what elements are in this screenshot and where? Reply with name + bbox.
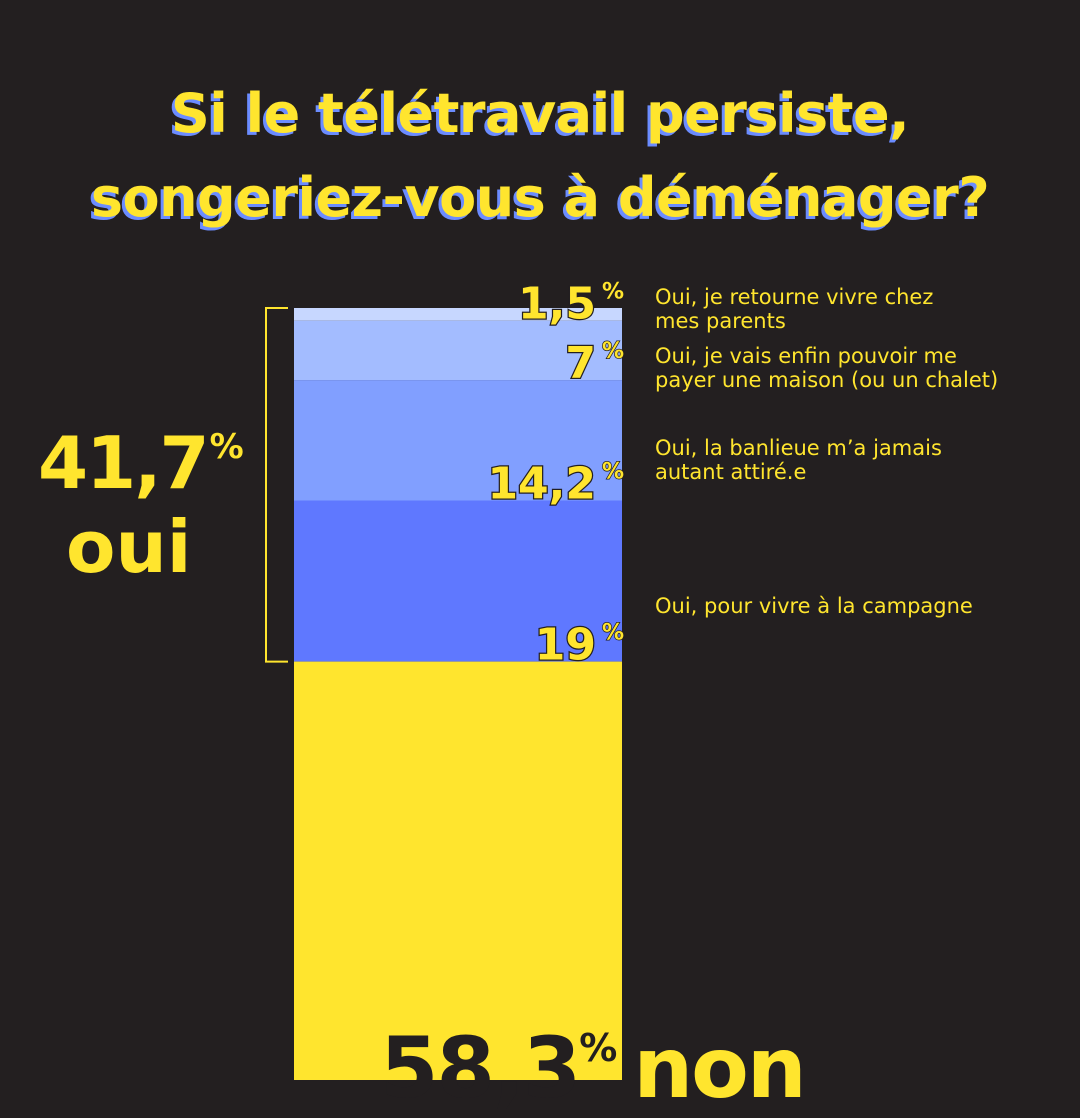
segment-label-parents: Oui, je retourne vivre chez mes parents	[655, 285, 934, 333]
segment-value-labels: 1,5 %7 %14,2 %19%	[486, 277, 625, 671]
segment-label-banlieue: Oui, la banlieue m’a jamais autant attiré…	[655, 436, 942, 484]
chart-title: Si le télétravail persiste, songeriez-vo…	[0, 72, 1080, 240]
chart-title-line-1: Si le télétravail persiste,	[170, 82, 910, 145]
segment-label-maison: Oui, je vais enfin pouvoir me payer une m…	[655, 344, 999, 392]
no-total-word: non	[633, 1019, 806, 1117]
bar-segment-maison	[294, 320, 622, 381]
yes-total-value: 41,7%	[38, 421, 244, 505]
yes-group-bracket	[265, 307, 288, 663]
value-label-campagne: 19	[535, 620, 596, 671]
yes-total-label: 41,7% oui	[38, 402, 278, 586]
no-total-value: 58,3%	[380, 1019, 617, 1117]
chart-title-line-2: songeriez-vous à déménager?	[90, 166, 990, 229]
value-label-maison: 7	[565, 338, 596, 389]
no-total-label: 58,3% non	[380, 998, 807, 1118]
yes-total-word: oui	[66, 505, 192, 589]
value-unit-banlieue: %	[602, 460, 624, 485]
segment-label-campagne: Oui, pour vivre à la campagne	[655, 594, 973, 618]
value-label-banlieue: 14,2	[487, 459, 596, 510]
value-label-parents: 1,5	[518, 279, 596, 330]
stacked-bar-chart: 1,5 %7 %14,2 %19%	[265, 277, 625, 1080]
bar-segment-campagne	[294, 500, 622, 662]
bar-segment-non	[294, 661, 622, 1080]
bar-segment-parents	[294, 308, 622, 321]
bar-segment-banlieue	[294, 380, 622, 501]
value-unit-campagne: %	[602, 621, 624, 646]
value-unit-maison: %	[602, 339, 624, 364]
value-unit-parents: %	[602, 280, 624, 305]
bar-segments	[294, 308, 622, 1080]
